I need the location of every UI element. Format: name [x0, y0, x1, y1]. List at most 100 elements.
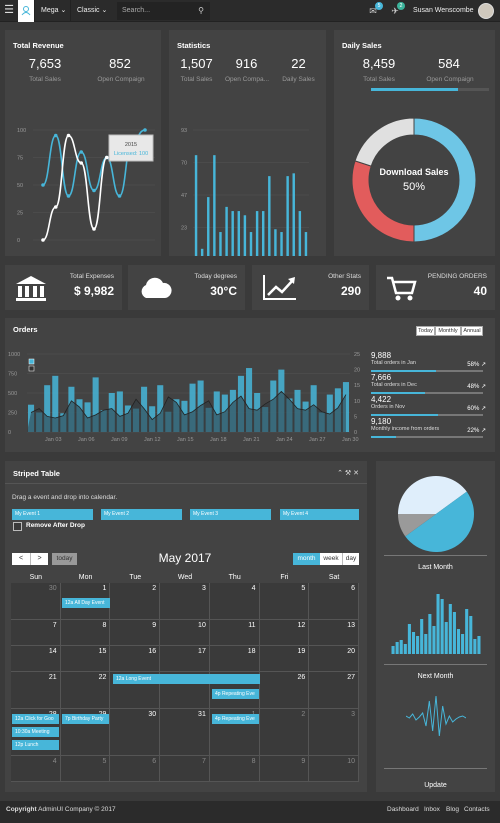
calendar-day[interactable]: 30	[11, 583, 61, 620]
calendar-day[interactable]: 4	[209, 583, 260, 620]
pie-slice[interactable]	[405, 491, 474, 552]
calendar-day[interactable]: 9	[110, 620, 161, 646]
pie-slice[interactable]	[398, 514, 436, 537]
search-input[interactable]: Search... ⚲	[117, 2, 210, 20]
avatar[interactable]	[478, 3, 494, 19]
calendar-event[interactable]: 10:30a Meeting	[12, 727, 59, 737]
calendar-day[interactable]: 15	[60, 646, 111, 672]
calendar-event[interactable]: 12a Click for Goo	[12, 714, 59, 724]
order-bar[interactable]	[157, 385, 164, 432]
last-month-bar[interactable]	[461, 634, 465, 654]
calendar-day[interactable]: 3	[160, 583, 210, 620]
last-month-bar[interactable]	[407, 624, 411, 654]
search-icon[interactable]: ⚲	[198, 6, 204, 15]
last-month-bar[interactable]	[399, 640, 403, 654]
last-month-bar[interactable]	[465, 609, 469, 654]
last-month-bar[interactable]	[395, 642, 399, 654]
calendar-day[interactable]: 18	[209, 646, 260, 672]
stat-bar[interactable]	[280, 232, 283, 256]
footer-link-dashboard[interactable]: Dashboard	[387, 806, 419, 813]
last-month-bar[interactable]	[420, 619, 424, 654]
stat-bar[interactable]	[219, 232, 222, 256]
order-bar[interactable]	[44, 385, 51, 432]
blue-point[interactable]	[117, 194, 122, 198]
calendar-day[interactable]: 26	[259, 672, 310, 709]
stat-bar[interactable]	[231, 211, 234, 256]
calendar-day[interactable]: 8	[209, 756, 260, 782]
last-month-bar[interactable]	[448, 604, 452, 654]
calendar-day[interactable]: 10	[160, 620, 210, 646]
segment-today[interactable]: Today	[416, 326, 435, 336]
draggable-event[interactable]: My Event 1	[12, 509, 93, 520]
prev-button[interactable]: <	[12, 553, 30, 565]
calendar-day[interactable]: 17	[160, 646, 210, 672]
order-bar[interactable]	[246, 368, 253, 432]
footer-link-inbox[interactable]: Inbox	[424, 806, 440, 813]
user-icon[interactable]	[18, 0, 34, 22]
blue-point[interactable]	[53, 133, 58, 138]
calendar-day[interactable]: 6	[110, 756, 161, 782]
order-bar[interactable]	[326, 394, 333, 432]
classic-dropdown[interactable]: Classic ⌄	[70, 0, 117, 22]
pie-slice[interactable]	[398, 476, 467, 514]
last-month-bar[interactable]	[432, 626, 436, 654]
calendar-day[interactable]: 11	[209, 620, 260, 646]
calendar-event[interactable]: 12a All Day Event	[62, 598, 110, 608]
calendar-day[interactable]: 21	[11, 672, 61, 709]
last-month-bar[interactable]	[440, 599, 444, 654]
stat-bar[interactable]	[274, 229, 277, 256]
order-bar[interactable]	[213, 391, 220, 432]
white-point[interactable]	[53, 205, 58, 209]
stat-bar[interactable]	[207, 197, 210, 256]
white-point[interactable]	[41, 238, 45, 242]
calendar-day[interactable]: 9	[259, 756, 310, 782]
last-month-bar[interactable]	[477, 636, 481, 654]
segment-monthly[interactable]: Monthly	[435, 326, 461, 336]
white-point[interactable]	[104, 155, 109, 160]
calendar-day[interactable]: 10	[309, 756, 359, 782]
last-month-bar[interactable]	[428, 614, 432, 654]
calendar-day[interactable]: 5	[60, 756, 111, 782]
stat-bar[interactable]	[286, 176, 289, 256]
last-month-bar[interactable]	[469, 616, 473, 654]
last-month-bar[interactable]	[411, 632, 416, 654]
calendar-day[interactable]: 8	[60, 620, 111, 646]
segment-annual[interactable]: Annual	[461, 326, 483, 336]
donut-slice[interactable]	[413, 117, 477, 243]
stat-bar[interactable]	[243, 215, 247, 256]
collapse-icon[interactable]: ⌃	[337, 470, 343, 477]
calendar-day[interactable]: 22	[60, 672, 111, 709]
calendar-day[interactable]: 3	[309, 709, 359, 756]
view-day-button[interactable]: day	[342, 553, 359, 565]
calendar-day[interactable]: 6	[309, 583, 359, 620]
mail-icon[interactable]: ✉ 5	[367, 2, 383, 17]
menu-icon[interactable]: ☰	[4, 4, 14, 16]
order-bar[interactable]	[189, 383, 196, 432]
calendar-event[interactable]: 4p Repeating Eve	[212, 689, 259, 699]
last-month-bar[interactable]	[424, 634, 428, 654]
calendar-day[interactable]: 12	[259, 620, 310, 646]
mega-dropdown[interactable]: Mega ⌄	[34, 0, 72, 22]
footer-link-contacts[interactable]: Contacts	[464, 806, 490, 813]
blue-point[interactable]	[92, 188, 96, 193]
draggable-event[interactable]: My Event 4	[280, 509, 359, 520]
user-name[interactable]: Susan Wenscombe	[413, 7, 474, 14]
calendar-day[interactable]: 30	[110, 709, 161, 756]
last-month-bar[interactable]	[444, 622, 448, 654]
order-bar[interactable]	[92, 377, 99, 432]
calendar-day[interactable]: 4	[11, 756, 61, 782]
blue-point[interactable]	[79, 150, 84, 154]
stat-bar[interactable]	[268, 176, 271, 256]
calendar-day[interactable]: 2	[259, 709, 310, 756]
donut-slice[interactable]	[354, 117, 415, 167]
view-week-button[interactable]: week	[320, 553, 342, 565]
last-month-bar[interactable]	[416, 636, 420, 654]
blue-point[interactable]	[66, 194, 71, 198]
calendar-day[interactable]: 2	[110, 583, 161, 620]
stat-bar[interactable]	[225, 206, 228, 256]
wrench-icon[interactable]: ⚒	[344, 470, 352, 477]
calendar-day[interactable]: 20	[309, 646, 359, 672]
white-point[interactable]	[92, 227, 96, 231]
white-point[interactable]	[79, 161, 84, 165]
calendar-event[interactable]: 12p Lunch	[12, 740, 59, 750]
